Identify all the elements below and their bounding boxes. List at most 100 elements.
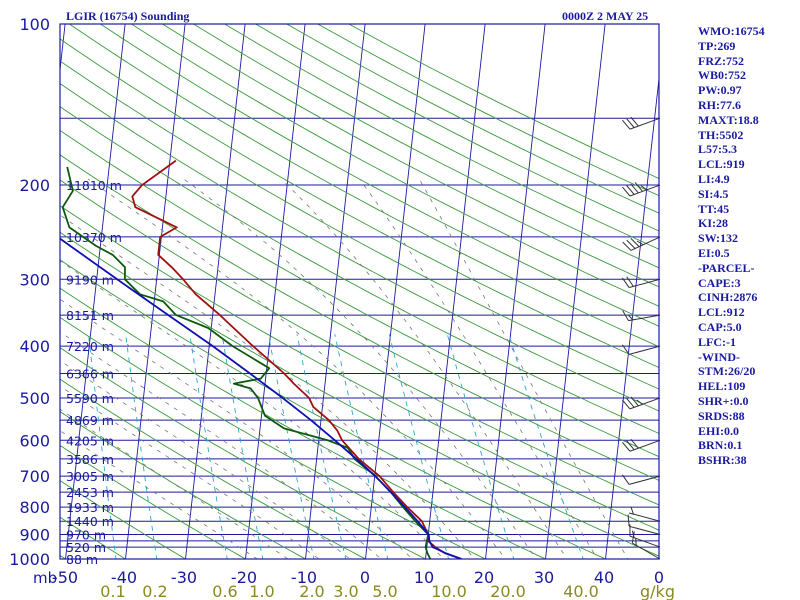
dry-adiabat (60, 154, 659, 481)
wind-barb (621, 276, 661, 289)
index-line: MAXT:18.8 (698, 112, 759, 127)
pressure-tick-label: 400 (19, 337, 50, 356)
dry-adiabat (60, 129, 659, 458)
dry-adiabat (60, 516, 127, 559)
pressure-tick-label: 600 (19, 431, 50, 450)
dewpoint-trace (61, 166, 432, 559)
moist-adiabat (60, 360, 351, 559)
index-line: SI:4.5 (698, 186, 729, 201)
dry-adiabat (131, 24, 659, 307)
index-line: TT:45 (698, 201, 730, 216)
index-line: L57:5.3 (698, 142, 737, 157)
isotherm-line (365, 24, 426, 559)
pressure-tick-label: 700 (19, 467, 50, 486)
isotherm-line (425, 24, 486, 559)
moist-adiabat (60, 331, 382, 559)
index-line: TP:269 (698, 38, 736, 53)
height-label: 3586 m (66, 452, 114, 467)
height-label: 4869 m (66, 413, 114, 428)
wind-barb (622, 310, 661, 322)
dry-adiabat (162, 24, 659, 288)
mixing-ratio-line (508, 334, 584, 559)
pressure-tick-label: 500 (19, 389, 50, 408)
mixing-ratio-tick-label: 10.0 (431, 582, 467, 600)
dry-adiabat (60, 205, 659, 531)
height-label: 1933 m (66, 500, 114, 515)
index-line: CAPE:3 (698, 275, 741, 290)
wind-barb (627, 514, 661, 536)
wind-barb (628, 507, 661, 522)
dry-adiabat (60, 231, 659, 557)
temperature-tick-label: 30 (534, 568, 554, 587)
valid-time: 0000Z 2 MAY 25 (562, 9, 649, 23)
temperature-tick-label: 20 (474, 568, 494, 587)
dry-adiabat (60, 347, 427, 559)
wind-barb (622, 396, 661, 410)
height-labels: 11810 m 10370 m 9190 m 8151 m 7220 m 6366 m 55… (66, 178, 122, 567)
moist-adiabat (60, 260, 445, 559)
index-line: PW:0.97 (698, 83, 742, 98)
height-label: 6366 m (66, 366, 114, 381)
dry-adiabat (100, 24, 659, 327)
mixing-ratio-line (125, 334, 158, 559)
moist-adiabat (60, 408, 289, 559)
temperature-tick-label: -10 (291, 568, 317, 587)
dry-adiabat (60, 480, 187, 559)
mixing-ratio-line (221, 334, 264, 559)
mixing-ratio-tick-label: 1.0 (249, 582, 274, 600)
dry-adiabat (60, 316, 487, 559)
dry-adiabat (193, 24, 659, 269)
height-label: 2453 m (66, 485, 114, 500)
moist-adiabat (60, 430, 258, 559)
index-line: -PARCEL- (698, 260, 755, 275)
height-label: 7220 m (66, 339, 114, 354)
moist-adiabat (87, 178, 507, 559)
mixing-ratio-tick-label: 0.1 (100, 582, 125, 600)
index-line: LCL:919 (698, 157, 745, 172)
height-label: 10370 m (66, 230, 122, 245)
mixing-ratio-line (446, 334, 515, 559)
isotherm-line (185, 24, 246, 559)
index-line: SRDS:88 (698, 408, 745, 423)
index-line: LFC:-1 (698, 334, 736, 349)
pressure-tick-label: 100 (19, 15, 50, 34)
pressure-tick-label: 200 (19, 176, 50, 195)
dry-adiabat (60, 60, 659, 390)
index-line: KI:28 (698, 216, 728, 231)
mixing-ratio-line (88, 334, 117, 559)
temperature-tick-label: -20 (231, 568, 257, 587)
pressure-tick-label: 1000 (9, 550, 50, 569)
temperature-trace (131, 159, 462, 559)
dry-adiabat (60, 106, 659, 434)
isotherm-line (485, 24, 546, 559)
mixing-ratio-tick-label: 40.0 (563, 582, 599, 600)
mixing-ratio-line (296, 334, 347, 559)
height-label: 3005 m (66, 469, 114, 484)
axis-label-mb: mb (33, 569, 57, 587)
height-label: 9190 m (66, 272, 114, 287)
moist-adiabat (183, 178, 537, 559)
dry-adiabat (60, 38, 659, 369)
wind-barb (622, 236, 661, 251)
index-line: EI:0.5 (698, 245, 730, 260)
wind-barb (622, 438, 661, 452)
isotherm-line (65, 24, 126, 559)
mixing-ratio-line (334, 334, 389, 559)
isotherm-line (245, 24, 306, 559)
isotherm-line (545, 24, 606, 559)
pressure-tick-label: 300 (19, 270, 50, 289)
moist-adiabat (60, 298, 413, 559)
temperature-tick-label: 10 (414, 568, 434, 587)
moist-adiabat (60, 385, 320, 559)
mixing-ratio-line (388, 334, 450, 559)
index-line: HEL:109 (698, 379, 746, 394)
height-label: 11810 m (66, 178, 122, 193)
wind-barb (622, 182, 661, 197)
mixing-ratio-tick-label: 0.6 (212, 582, 237, 600)
isotherm-line (0, 24, 5, 559)
station-title: LGIR (16754) Sounding (66, 9, 190, 23)
height-label: 4205 m (66, 433, 114, 448)
wind-barbs (621, 116, 661, 560)
mixing-ratio-line (267, 334, 315, 559)
